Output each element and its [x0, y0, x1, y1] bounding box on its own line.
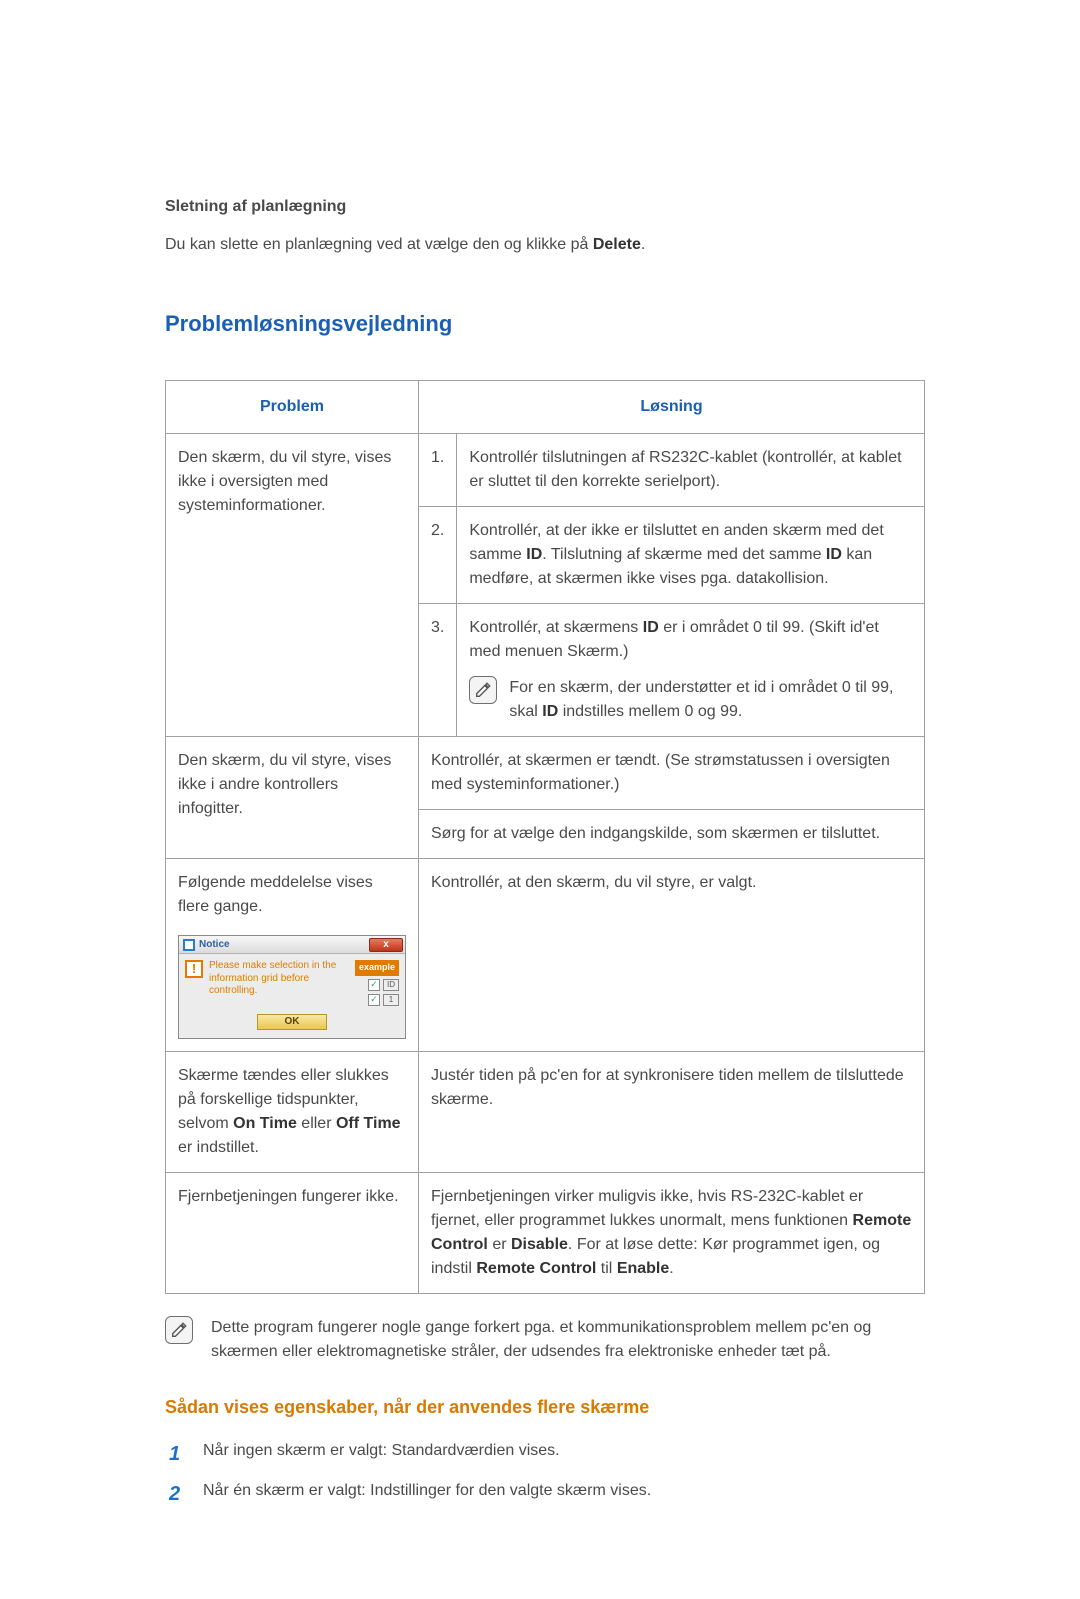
table-row: Den skærm, du vil styre, vises ikke i ov…: [166, 434, 925, 507]
solution-cell: Kontrollér, at skærmens ID er i området …: [457, 604, 925, 737]
numbered-list: 1 Når ingen skærm er valgt: Standardværd…: [169, 1439, 925, 1509]
bold-word: On Time: [233, 1115, 297, 1132]
problem-cell: Skærme tændes eller slukkes på forskelli…: [166, 1051, 419, 1172]
ok-button[interactable]: OK: [257, 1014, 327, 1030]
pencil-icon: [165, 1316, 193, 1344]
text: Du kan slette en planlægning ved at vælg…: [165, 236, 593, 253]
list-text: Når ingen skærm er valgt: Standardværdie…: [203, 1439, 560, 1469]
solution-cell: Kontrollér, at skærmen er tændt. (Se str…: [419, 737, 925, 810]
text: til: [596, 1260, 616, 1277]
text: Fjernbetjeningen virker muligvis ikke, h…: [431, 1188, 863, 1229]
dialog-aside: example ✓ ID ✓ 1: [355, 960, 399, 1006]
h3-title: Sådan vises egenskaber, når der anvendes…: [165, 1394, 925, 1421]
id-label: ID: [383, 979, 399, 991]
checkbox-icon: ✓: [368, 994, 380, 1006]
step-number: 2.: [419, 507, 457, 604]
problem-cell: Den skærm, du vil styre, vises ikke i an…: [166, 737, 419, 859]
step-number: 3.: [419, 604, 457, 737]
bold-word: Delete: [593, 236, 641, 253]
list-text: Når én skærm er valgt: Indstillinger for…: [203, 1479, 651, 1509]
app-icon: [183, 939, 195, 951]
bold-word: Off Time: [336, 1115, 401, 1132]
table-row: Følgende meddelelse vises flere gange. N…: [166, 859, 925, 1052]
mini-row: ✓ ID: [368, 979, 399, 991]
list-number: 2: [169, 1479, 185, 1509]
h2-title: Problemløsningsvejledning: [165, 307, 925, 340]
text: .: [641, 236, 645, 253]
table-row: Problem Løsning: [166, 381, 925, 434]
problem-cell: Den skærm, du vil styre, vises ikke i ov…: [166, 434, 419, 737]
text: er indstillet.: [178, 1139, 259, 1156]
note-text: For en skærm, der understøtter et id i o…: [509, 676, 912, 724]
bold-word: Disable: [511, 1236, 568, 1253]
value-label: 1: [383, 994, 399, 1006]
notice-dialog: Notice x ! Please make selection in the …: [178, 935, 406, 1039]
list-item: 1 Når ingen skærm er valgt: Standardværd…: [169, 1439, 925, 1469]
section-heading: Sletning af planlægning: [165, 195, 925, 219]
troubleshooting-table: Problem Løsning Den skærm, du vil styre,…: [165, 380, 925, 1294]
dialog-title: Notice: [199, 937, 230, 952]
mini-row: ✓ 1: [368, 994, 399, 1006]
bold-word: Enable: [617, 1260, 669, 1277]
text: Følgende meddelelse vises flere gange.: [178, 871, 406, 919]
note-block: For en skærm, der understøtter et id i o…: [469, 676, 912, 724]
text: eller: [297, 1115, 336, 1132]
warning-icon: !: [185, 960, 203, 978]
pencil-icon: [469, 676, 497, 704]
text: er: [488, 1236, 511, 1253]
text: Kontrollér, at skærmens: [469, 619, 642, 636]
problem-cell: Følgende meddelelse vises flere gange. N…: [166, 859, 419, 1052]
step-number: 1.: [419, 434, 457, 507]
th-solution: Løsning: [419, 381, 925, 434]
bold-word: Remote Control: [476, 1260, 596, 1277]
table-row: Skærme tændes eller slukkes på forskelli…: [166, 1051, 925, 1172]
dialog-footer: OK: [179, 1012, 405, 1038]
solution-cell: Kontrollér, at der ikke er tilsluttet en…: [457, 507, 925, 604]
dialog-body: ! Please make selection in the informati…: [179, 954, 405, 1012]
bold-word: ID: [542, 703, 558, 720]
text: .: [669, 1260, 673, 1277]
example-tag: example: [355, 960, 399, 976]
solution-cell: Fjernbetjeningen virker muligvis ikke, h…: [419, 1172, 925, 1293]
th-problem: Problem: [166, 381, 419, 434]
close-icon[interactable]: x: [369, 938, 403, 952]
dialog-message: Please make selection in the information…: [209, 960, 349, 1006]
bold-word: ID: [826, 546, 842, 563]
text: indstilles mellem 0 og 99.: [558, 703, 742, 720]
list-item: 2 Når én skærm er valgt: Indstillinger f…: [169, 1479, 925, 1509]
solution-cell: Kontrollér tilslutningen af RS232C-kable…: [457, 434, 925, 507]
list-number: 1: [169, 1439, 185, 1469]
text: . Tilslutning af skærme med det samme: [542, 546, 826, 563]
table-row: Fjernbetjeningen fungerer ikke. Fjernbet…: [166, 1172, 925, 1293]
table-row: Den skærm, du vil styre, vises ikke i an…: [166, 737, 925, 810]
bold-word: ID: [643, 619, 659, 636]
solution-cell: Justér tiden på pc'en for at synkroniser…: [419, 1051, 925, 1172]
page-note: Dette program fungerer nogle gange forke…: [165, 1316, 925, 1364]
problem-cell: Fjernbetjeningen fungerer ikke.: [166, 1172, 419, 1293]
checkbox-icon: ✓: [368, 979, 380, 991]
solution-cell: Sørg for at vælge den indgangskilde, som…: [419, 810, 925, 859]
dialog-titlebar: Notice x: [179, 936, 405, 954]
bold-word: ID: [526, 546, 542, 563]
solution-cell: Kontrollér, at den skærm, du vil styre, …: [419, 859, 925, 1052]
note-text: Dette program fungerer nogle gange forke…: [211, 1316, 925, 1364]
section-body: Du kan slette en planlægning ved at vælg…: [165, 233, 925, 257]
